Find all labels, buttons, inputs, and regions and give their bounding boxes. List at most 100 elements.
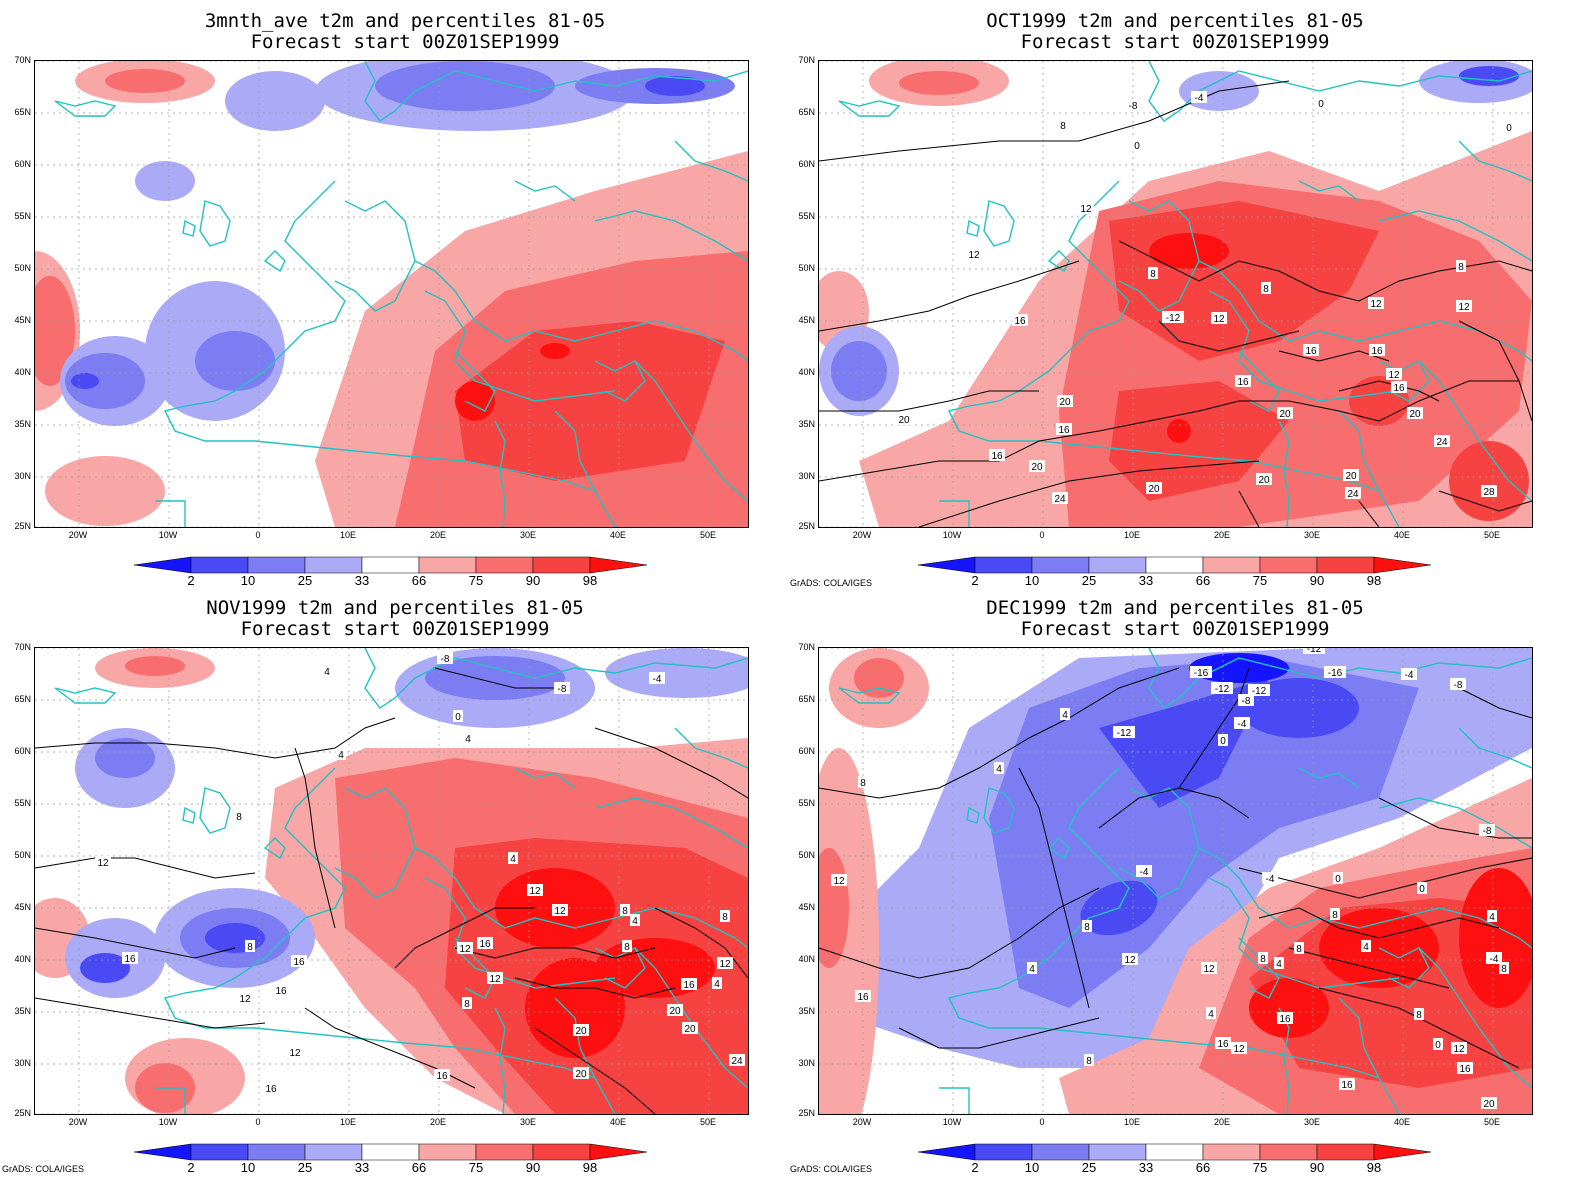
colorbar-segment [589, 1143, 648, 1161]
lat-label: 30N [14, 1058, 31, 1068]
svg-text:12: 12 [1213, 314, 1225, 325]
lat-label: 35N [14, 419, 31, 429]
lon-label: 20E [429, 530, 446, 540]
svg-text:12: 12 [529, 886, 541, 897]
map-nov1999: 4 -8 -8 -4 0 4 4 8 12 16 8 16 16 12 12 16 16 12 12 4 8 4 8 16 20… [34, 647, 749, 1115]
svg-text:12: 12 [1458, 302, 1470, 313]
colorbar-segment [475, 1143, 534, 1161]
svg-text:12: 12 [239, 994, 251, 1005]
colorbar-segment [304, 1143, 363, 1161]
lon-label: 10E [339, 1117, 356, 1127]
svg-text:16: 16 [683, 980, 695, 991]
coastlines [838, 648, 1532, 1114]
percentile-shading [35, 648, 748, 1114]
panel-title: OCT1999 t2m and percentiles 81-05 Foreca… [986, 10, 1364, 53]
colorbar-segment [190, 556, 249, 574]
lat-label: 65N [14, 694, 31, 704]
colorbar-label: 10 [240, 1160, 256, 1175]
map-canvas [35, 61, 748, 527]
colorbar-segment [133, 556, 192, 574]
svg-text:8: 8 [1296, 944, 1302, 955]
lat-label: 60N [14, 159, 31, 169]
lon-label: 30E [1303, 1117, 1320, 1127]
svg-text:16: 16 [1459, 1064, 1471, 1075]
coastlines [54, 648, 748, 1114]
svg-text:24: 24 [1347, 489, 1359, 500]
svg-text:16: 16 [1341, 1080, 1353, 1091]
lon-label: 10E [339, 530, 356, 540]
svg-text:4: 4 [1062, 710, 1068, 721]
svg-text:12: 12 [489, 974, 501, 985]
lon-label: 50E [699, 530, 716, 540]
colorbar-segment [589, 556, 648, 574]
svg-text:12: 12 [968, 250, 980, 261]
svg-text:8: 8 [1332, 910, 1338, 921]
svg-text:12: 12 [1080, 204, 1092, 215]
colorbar-label: 10 [1024, 573, 1040, 588]
svg-text:24: 24 [1054, 494, 1066, 505]
svg-text:20: 20 [1031, 462, 1043, 473]
lat-label: 60N [798, 159, 815, 169]
svg-text:16: 16 [436, 1071, 448, 1082]
lat-lon-grid [35, 61, 748, 527]
colorbar-segment [418, 556, 477, 574]
lat-label: 40N [14, 367, 31, 377]
lat-label: 70N [14, 642, 31, 652]
svg-text:16: 16 [1014, 316, 1026, 327]
svg-text:12: 12 [554, 906, 566, 917]
colorbar-label: 33 [354, 1160, 370, 1175]
svg-text:0: 0 [1419, 884, 1425, 895]
contour-labels: 4-8-8-4044812168161612121616121248481620… [95, 652, 745, 1095]
svg-text:16: 16 [275, 986, 287, 997]
lat-label: 45N [14, 902, 31, 912]
lat-label: 55N [14, 211, 31, 221]
colorbar-label: 75 [1252, 573, 1268, 588]
lon-label: 10E [1123, 530, 1140, 540]
svg-text:8: 8 [1150, 269, 1156, 280]
colorbar-segment [361, 556, 420, 574]
svg-text:20: 20 [1279, 409, 1291, 420]
coastlines [54, 61, 748, 527]
colorbar-segment [1373, 556, 1432, 574]
svg-text:20: 20 [1409, 409, 1421, 420]
lon-label: 20W [852, 530, 872, 540]
lat-label: 60N [14, 746, 31, 756]
svg-text:-12: -12 [1117, 728, 1132, 739]
svg-text:8: 8 [624, 942, 630, 953]
svg-text:8: 8 [236, 812, 242, 823]
colorbar-label: 25 [1081, 573, 1097, 588]
lat-label: 25N [14, 521, 31, 531]
svg-text:4: 4 [1276, 959, 1282, 970]
svg-text:-8: -8 [1129, 101, 1138, 112]
colorbar-label: 90 [1309, 573, 1325, 588]
svg-text:24: 24 [1436, 437, 1448, 448]
lon-label: 50E [1483, 1117, 1500, 1127]
colorbar-label: 2 [971, 1160, 979, 1175]
colorbar-segment [475, 556, 534, 574]
percentile-colorbar: 2 10 25 33 66 75 90 98 [133, 556, 652, 597]
colorbar-label: 90 [525, 1160, 541, 1175]
lat-label: 35N [798, 419, 815, 429]
svg-text:12: 12 [719, 959, 731, 970]
colorbar-label: 98 [1366, 1160, 1382, 1175]
svg-text:-8: -8 [1242, 696, 1251, 707]
colorbar-label: 25 [297, 1160, 313, 1175]
colorbar-label: 2 [187, 573, 195, 588]
colorbar-label: 98 [582, 573, 598, 588]
colorbar-graphic [917, 1143, 1432, 1161]
lat-label: 50N [14, 850, 31, 860]
svg-text:16: 16 [265, 1084, 277, 1095]
colorbar-segment [1259, 1143, 1318, 1161]
svg-text:28: 28 [1483, 487, 1495, 498]
lon-label: 20E [1213, 530, 1230, 540]
svg-text:-8: -8 [558, 684, 567, 695]
svg-text:12: 12 [1370, 299, 1382, 310]
lat-label: 30N [798, 471, 815, 481]
svg-text:-8: -8 [1483, 826, 1492, 837]
colorbar-label: 66 [1195, 573, 1211, 588]
svg-text:16: 16 [293, 957, 305, 968]
svg-text:20: 20 [1258, 475, 1270, 486]
svg-text:20: 20 [1345, 471, 1357, 482]
svg-text:4: 4 [1363, 942, 1369, 953]
